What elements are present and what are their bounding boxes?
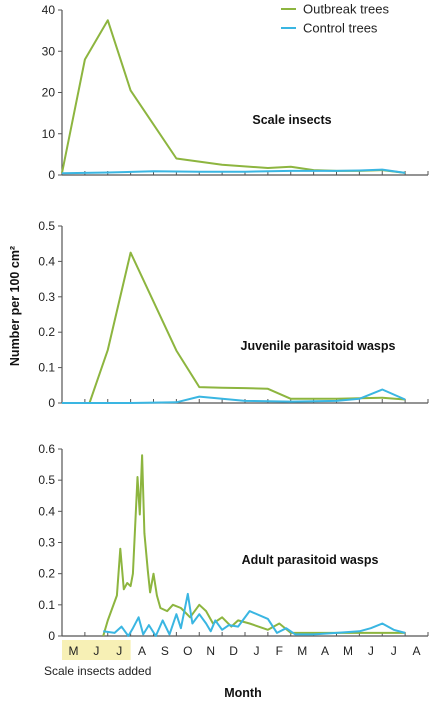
series-line-outbreak-trees [102,454,406,637]
x-tick-label: M [68,644,78,658]
x-tick-label: J [368,644,374,658]
y-tick-label: 20 [42,86,56,100]
legend-label: Control trees [303,21,378,36]
x-tick-label: M [343,644,353,658]
y-tick-label: 0 [48,629,55,643]
y-tick-label: 0.5 [38,473,55,487]
y-tick-label: 0.5 [38,219,55,233]
x-tick-label: J [391,644,397,658]
x-tick-label: J [93,644,99,658]
y-tick-label: 0.3 [38,536,55,550]
y-tick-label: 0.2 [38,325,55,339]
y-axis-title: Number per 100 cm² [8,246,22,366]
y-tick-label: 40 [42,3,56,17]
x-tick-label: A [321,644,329,658]
y-tick-label: 0.2 [38,567,55,581]
y-tick-label: 10 [42,127,56,141]
x-tick-label: S [161,644,169,658]
x-tick-label: A [413,644,421,658]
x-tick-label: F [276,644,283,658]
x-tick-label: J [116,644,122,658]
x-tick-label: O [183,644,192,658]
y-tick-label: 0.1 [38,598,55,612]
x-tick-label: J [253,644,259,658]
series-line-control-trees [62,388,406,404]
series-line-outbreak-trees [62,251,406,404]
panel-title: Adult parasitoid wasps [242,553,379,567]
x-tick-label: A [138,644,146,658]
y-tick-label: 0.3 [38,290,55,304]
y-tick-label: 0.6 [38,442,55,456]
series-line-control-trees [61,168,406,175]
y-tick-label: 0.1 [38,361,55,375]
y-tick-label: 0.4 [38,254,55,268]
legend-label: Outbreak trees [303,2,389,17]
series-line-control-trees [103,592,406,637]
x-axis-title: Month [224,686,261,700]
y-tick-label: 0 [48,168,55,182]
panel-title: Juvenile parasitoid wasps [241,339,396,353]
y-tick-label: 0 [48,396,55,410]
highlight-band [62,640,131,660]
panel-title: Scale insects [252,113,331,127]
y-tick-label: 0.4 [38,504,55,518]
y-tick-label: 30 [42,44,56,58]
x-tick-label: M [297,644,307,658]
series-line-outbreak-trees [61,19,406,174]
highlight-label: Scale insects added [44,664,151,678]
x-tick-label: D [229,644,238,658]
x-tick-label: N [206,644,215,658]
